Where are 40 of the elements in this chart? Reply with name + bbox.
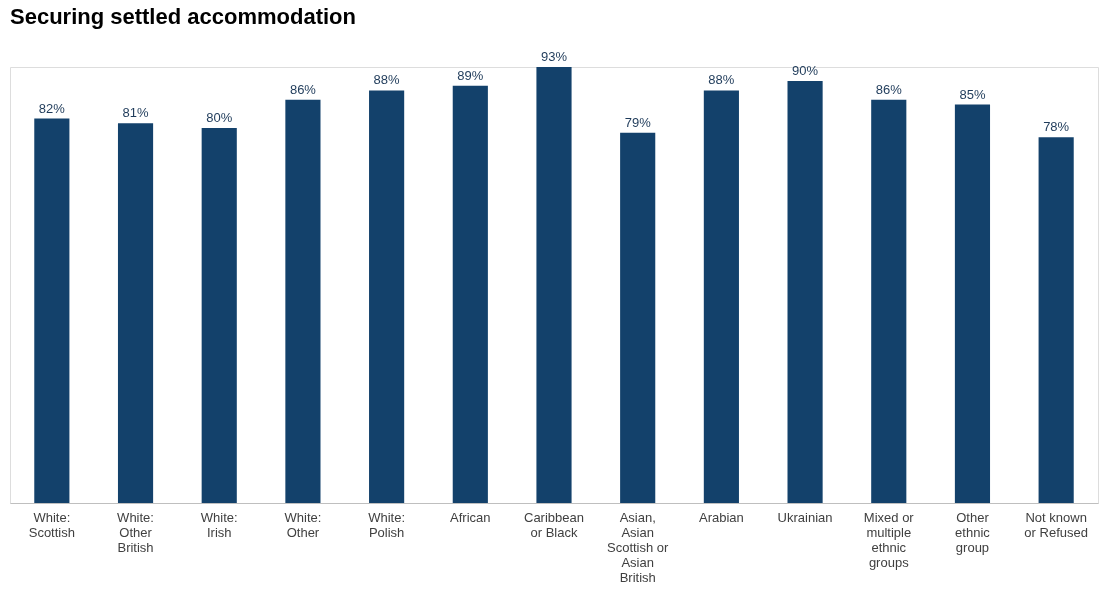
x-tick-label: Arabian: [698, 509, 744, 525]
data-label: 80%: [206, 109, 233, 125]
x-tick-label: Not known or Refused: [1024, 509, 1088, 540]
bar: [1038, 137, 1074, 503]
data-label: 86%: [875, 81, 903, 97]
x-tick-label: White: Other British: [117, 509, 154, 555]
bar: [369, 90, 405, 503]
bar: [117, 123, 154, 503]
bar: [620, 132, 656, 503]
bar: [703, 90, 739, 503]
x-tick-label: Ukrainian: [777, 509, 833, 525]
data-label: 93%: [540, 49, 568, 64]
x-tick-label: White: Irish: [200, 509, 238, 540]
data-label: 90%: [792, 63, 819, 79]
bar: [954, 104, 991, 503]
data-label: 81%: [122, 105, 149, 121]
bar: [285, 99, 321, 503]
bar: [201, 127, 237, 503]
x-tick-label: White: Polish: [368, 509, 406, 540]
data-label: 88%: [373, 72, 401, 88]
bar: [536, 67, 572, 503]
bar: [34, 118, 70, 503]
x-tick-label: Mixed or multiple ethnic groups: [863, 509, 915, 570]
bar: [787, 81, 823, 503]
data-label: 85%: [959, 86, 986, 102]
data-label: 78%: [1043, 119, 1070, 135]
data-label: 86%: [289, 81, 317, 97]
data-label: 88%: [708, 72, 735, 88]
bar: [452, 85, 488, 503]
x-tick-label: Asian, Asian Scottish or Asian British: [606, 509, 670, 585]
x-tick-label: White: Scottish: [28, 509, 75, 540]
x-tick-label: Other ethnic group: [955, 509, 991, 555]
x-tick-label: African: [450, 509, 491, 525]
x-tick-label: Caribbean or Black: [524, 509, 584, 540]
data-label: 82%: [38, 100, 66, 116]
bar: [871, 99, 907, 503]
data-label: 89%: [457, 67, 484, 83]
chart-title: Securing settled accommodation: [10, 4, 356, 29]
x-tick-label: White: Other: [284, 509, 322, 540]
data-label: 79%: [624, 114, 652, 130]
